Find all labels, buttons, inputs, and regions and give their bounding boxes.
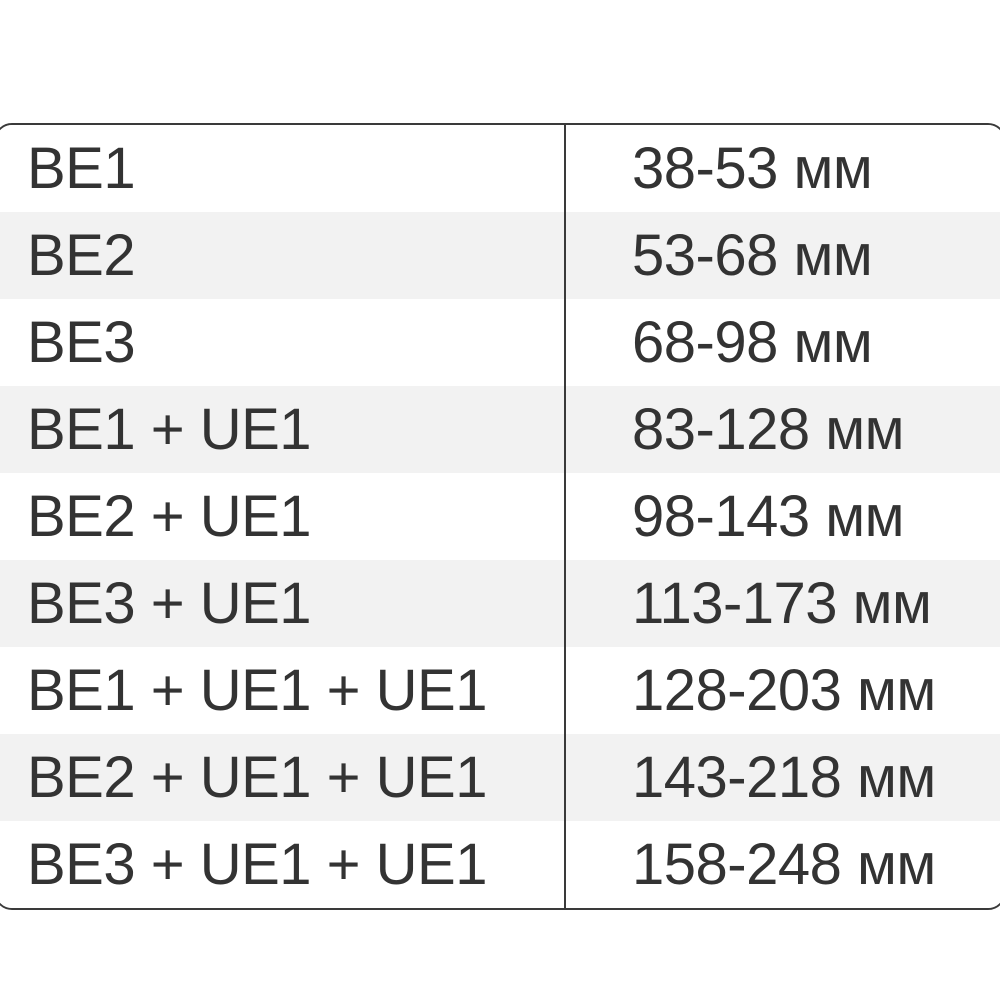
config-cell: BE2 [0,212,564,299]
table-row: BE1 38-53 мм [0,125,1000,212]
table-row: BE1 + UE1 + UE1 128-203 мм [0,647,1000,734]
range-cell: 98-143 мм [564,473,1000,560]
range-value: 38-53 мм [632,136,873,201]
config-cell: BE1 [0,125,564,212]
config-label: BE1 + UE1 + UE1 [27,658,487,723]
config-label: BE2 [27,223,136,288]
range-cell: 68-98 мм [564,299,1000,386]
range-cell: 83-128 мм [564,386,1000,473]
table-row: BE2 + UE1 98-143 мм [0,473,1000,560]
config-label: BE1 [27,136,136,201]
range-value: 158-248 мм [632,832,936,897]
config-label: BE3 [27,310,136,375]
table-row: BE3 + UE1 113-173 мм [0,560,1000,647]
range-value: 68-98 мм [632,310,873,375]
range-cell: 128-203 мм [564,647,1000,734]
range-cell: 143-218 мм [564,734,1000,821]
range-value: 53-68 мм [632,223,873,288]
config-cell: BE1 + UE1 [0,386,564,473]
config-cell: BE3 [0,299,564,386]
range-cell: 113-173 мм [564,560,1000,647]
range-value: 143-218 мм [632,745,936,810]
range-value: 98-143 мм [632,484,904,549]
range-value: 83-128 мм [632,397,904,462]
range-cell: 38-53 мм [564,125,1000,212]
table-row: BE2 53-68 мм [0,212,1000,299]
range-value: 128-203 мм [632,658,936,723]
config-label: BE1 + UE1 [27,397,312,462]
table-row: BE3 68-98 мм [0,299,1000,386]
config-cell: BE3 + UE1 + UE1 [0,821,564,908]
config-cell: BE2 + UE1 + UE1 [0,734,564,821]
config-label: BE2 + UE1 + UE1 [27,745,487,810]
config-cell: BE1 + UE1 + UE1 [0,647,564,734]
config-cell: BE2 + UE1 [0,473,564,560]
config-label: BE3 + UE1 [27,571,312,636]
table-row: BE1 + UE1 83-128 мм [0,386,1000,473]
size-range-table: BE1 38-53 мм BE2 53-68 мм BE3 68-98 мм B… [0,123,1000,910]
table-row: BE2 + UE1 + UE1 143-218 мм [0,734,1000,821]
table-row: BE3 + UE1 + UE1 158-248 мм [0,821,1000,908]
range-cell: 53-68 мм [564,212,1000,299]
config-cell: BE3 + UE1 [0,560,564,647]
config-label: BE3 + UE1 + UE1 [27,832,487,897]
range-value: 113-173 мм [632,571,932,636]
range-cell: 158-248 мм [564,821,1000,908]
config-label: BE2 + UE1 [27,484,312,549]
